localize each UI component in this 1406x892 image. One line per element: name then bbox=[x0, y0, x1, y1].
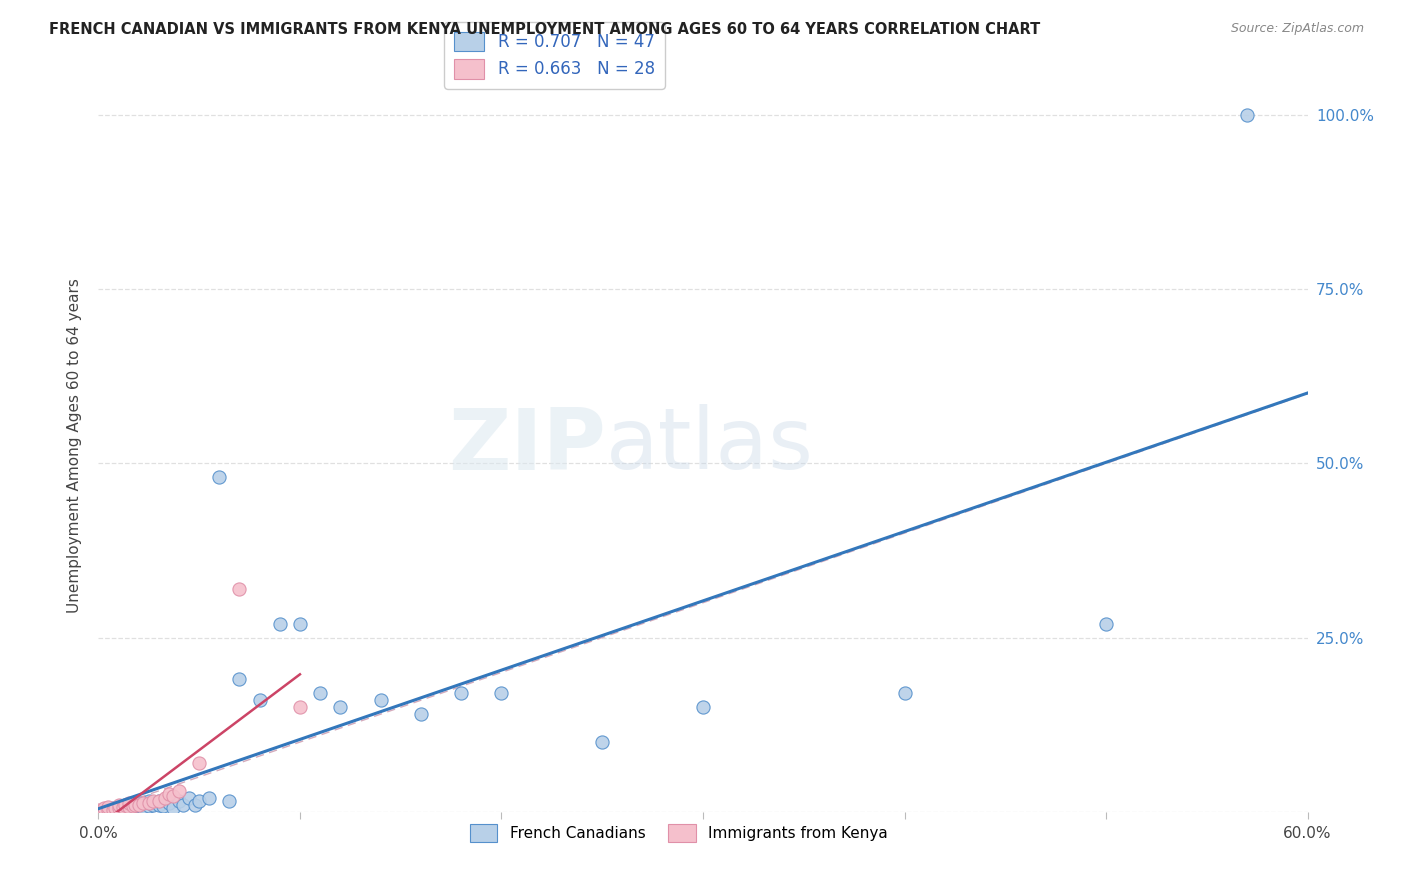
Point bbox=[591, 735, 613, 749]
Point bbox=[97, 800, 120, 814]
Point bbox=[208, 470, 231, 484]
Point bbox=[167, 784, 190, 798]
Point bbox=[124, 797, 146, 812]
Point bbox=[218, 794, 240, 808]
Point bbox=[269, 616, 291, 631]
Point bbox=[179, 790, 201, 805]
Point bbox=[124, 803, 146, 817]
Point bbox=[148, 797, 170, 812]
Point bbox=[101, 803, 124, 817]
Point bbox=[121, 797, 143, 812]
Point bbox=[97, 803, 120, 817]
Point bbox=[198, 790, 221, 805]
Text: Source: ZipAtlas.com: Source: ZipAtlas.com bbox=[1230, 22, 1364, 36]
Point bbox=[152, 799, 174, 814]
Point bbox=[114, 797, 136, 812]
Point bbox=[132, 801, 155, 815]
Point bbox=[184, 797, 207, 812]
Point bbox=[188, 794, 211, 808]
Point bbox=[87, 805, 110, 819]
Point bbox=[409, 707, 432, 722]
Point bbox=[107, 801, 129, 815]
Point bbox=[329, 700, 352, 714]
Point bbox=[93, 801, 115, 815]
Legend: French Canadians, Immigrants from Kenya: French Canadians, Immigrants from Kenya bbox=[464, 818, 894, 848]
Point bbox=[118, 797, 141, 811]
Point bbox=[138, 794, 160, 808]
Point bbox=[107, 799, 129, 814]
Point bbox=[87, 805, 110, 819]
Point bbox=[228, 673, 250, 687]
Point bbox=[157, 797, 180, 811]
Point bbox=[103, 801, 125, 815]
Point bbox=[370, 693, 392, 707]
Point bbox=[121, 799, 143, 814]
Point bbox=[288, 700, 311, 714]
Point bbox=[103, 805, 125, 819]
Point bbox=[138, 799, 160, 814]
Point bbox=[450, 686, 472, 700]
Text: FRENCH CANADIAN VS IMMIGRANTS FROM KENYA UNEMPLOYMENT AMONG AGES 60 TO 64 YEARS : FRENCH CANADIAN VS IMMIGRANTS FROM KENYA… bbox=[49, 22, 1040, 37]
Text: atlas: atlas bbox=[606, 404, 814, 488]
Point bbox=[188, 756, 211, 770]
Point bbox=[107, 801, 129, 815]
Point bbox=[91, 803, 114, 817]
Point bbox=[157, 787, 180, 801]
Point bbox=[128, 797, 150, 811]
Point bbox=[93, 805, 115, 819]
Point bbox=[128, 799, 150, 814]
Point bbox=[107, 797, 129, 812]
Point bbox=[148, 794, 170, 808]
Point bbox=[142, 797, 165, 812]
Point bbox=[491, 686, 513, 700]
Point bbox=[87, 803, 110, 817]
Point bbox=[1095, 616, 1118, 631]
Point bbox=[132, 796, 155, 810]
Point bbox=[111, 800, 134, 814]
Point bbox=[172, 797, 194, 812]
Point bbox=[142, 794, 165, 808]
Point bbox=[1236, 108, 1258, 122]
Point bbox=[118, 801, 141, 815]
Point bbox=[309, 686, 332, 700]
Point bbox=[288, 616, 311, 631]
Y-axis label: Unemployment Among Ages 60 to 64 years: Unemployment Among Ages 60 to 64 years bbox=[67, 278, 83, 614]
Point bbox=[162, 801, 184, 815]
Text: ZIP: ZIP bbox=[449, 404, 606, 488]
Point bbox=[167, 794, 190, 808]
Point bbox=[249, 693, 271, 707]
Point bbox=[111, 803, 134, 817]
Point bbox=[162, 789, 184, 804]
Point bbox=[118, 800, 141, 814]
Point bbox=[228, 582, 250, 596]
Point bbox=[128, 797, 150, 812]
Point bbox=[114, 797, 136, 812]
Point bbox=[101, 801, 124, 815]
Point bbox=[97, 803, 120, 817]
Point bbox=[893, 686, 915, 700]
Point bbox=[692, 700, 714, 714]
Point bbox=[148, 794, 170, 808]
Point bbox=[153, 790, 176, 805]
Point bbox=[118, 799, 141, 814]
Point bbox=[138, 797, 160, 811]
